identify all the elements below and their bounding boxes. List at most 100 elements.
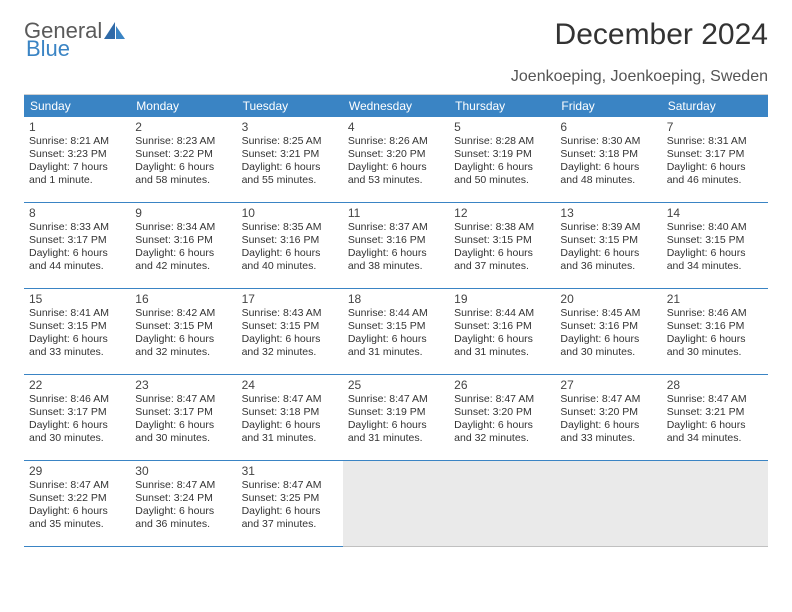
day-number: 8 — [29, 206, 125, 220]
sunset-line: Sunset: 3:22 PM — [135, 148, 231, 161]
calendar-cell: 22Sunrise: 8:46 AMSunset: 3:17 PMDayligh… — [24, 375, 130, 461]
day-number: 5 — [454, 120, 550, 134]
daylight-line: Daylight: 6 hours — [667, 419, 763, 432]
daylight-line: and 58 minutes. — [135, 174, 231, 187]
calendar-cell-empty — [662, 461, 768, 547]
day-number: 17 — [242, 292, 338, 306]
daylight-line: and 37 minutes. — [242, 518, 338, 531]
page-title: December 2024 — [555, 18, 768, 52]
daylight-line: Daylight: 6 hours — [348, 247, 444, 260]
calendar-cell: 16Sunrise: 8:42 AMSunset: 3:15 PMDayligh… — [130, 289, 236, 375]
calendar-cell: 23Sunrise: 8:47 AMSunset: 3:17 PMDayligh… — [130, 375, 236, 461]
daylight-line: and 1 minute. — [29, 174, 125, 187]
calendar-cell: 12Sunrise: 8:38 AMSunset: 3:15 PMDayligh… — [449, 203, 555, 289]
daylight-line: Daylight: 6 hours — [242, 419, 338, 432]
calendar-cell: 26Sunrise: 8:47 AMSunset: 3:20 PMDayligh… — [449, 375, 555, 461]
calendar-cell: 3Sunrise: 8:25 AMSunset: 3:21 PMDaylight… — [237, 117, 343, 203]
calendar-cell: 2Sunrise: 8:23 AMSunset: 3:22 PMDaylight… — [130, 117, 236, 203]
day-number: 31 — [242, 464, 338, 478]
day-number: 13 — [560, 206, 656, 220]
sunrise-line: Sunrise: 8:28 AM — [454, 135, 550, 148]
calendar-cell: 14Sunrise: 8:40 AMSunset: 3:15 PMDayligh… — [662, 203, 768, 289]
calendar-cell: 28Sunrise: 8:47 AMSunset: 3:21 PMDayligh… — [662, 375, 768, 461]
sunset-line: Sunset: 3:15 PM — [242, 320, 338, 333]
day-number: 11 — [348, 206, 444, 220]
day-number: 28 — [667, 378, 763, 392]
sunrise-line: Sunrise: 8:47 AM — [667, 393, 763, 406]
sunset-line: Sunset: 3:21 PM — [667, 406, 763, 419]
daylight-line: and 31 minutes. — [454, 346, 550, 359]
calendar-cell: 24Sunrise: 8:47 AMSunset: 3:18 PMDayligh… — [237, 375, 343, 461]
sunrise-line: Sunrise: 8:42 AM — [135, 307, 231, 320]
calendar-cell-empty — [449, 461, 555, 547]
daylight-line: and 35 minutes. — [29, 518, 125, 531]
day-number: 27 — [560, 378, 656, 392]
daylight-line: Daylight: 6 hours — [667, 333, 763, 346]
sunset-line: Sunset: 3:19 PM — [348, 406, 444, 419]
sunset-line: Sunset: 3:17 PM — [667, 148, 763, 161]
calendar-cell: 31Sunrise: 8:47 AMSunset: 3:25 PMDayligh… — [237, 461, 343, 547]
sunset-line: Sunset: 3:15 PM — [29, 320, 125, 333]
calendar-cell: 13Sunrise: 8:39 AMSunset: 3:15 PMDayligh… — [555, 203, 661, 289]
sunset-line: Sunset: 3:15 PM — [560, 234, 656, 247]
daylight-line: and 34 minutes. — [667, 432, 763, 445]
daylight-line: and 55 minutes. — [242, 174, 338, 187]
daylight-line: and 40 minutes. — [242, 260, 338, 273]
daylight-line: and 32 minutes. — [454, 432, 550, 445]
dow-header: Monday — [130, 95, 236, 117]
calendar-cell-empty — [555, 461, 661, 547]
sunset-line: Sunset: 3:16 PM — [454, 320, 550, 333]
daylight-line: Daylight: 6 hours — [135, 333, 231, 346]
day-number: 15 — [29, 292, 125, 306]
sunrise-line: Sunrise: 8:30 AM — [560, 135, 656, 148]
sunrise-line: Sunrise: 8:47 AM — [135, 479, 231, 492]
daylight-line: and 33 minutes. — [560, 432, 656, 445]
sunrise-line: Sunrise: 8:31 AM — [667, 135, 763, 148]
calendar-cell: 5Sunrise: 8:28 AMSunset: 3:19 PMDaylight… — [449, 117, 555, 203]
calendar-cell: 9Sunrise: 8:34 AMSunset: 3:16 PMDaylight… — [130, 203, 236, 289]
daylight-line: Daylight: 6 hours — [560, 419, 656, 432]
daylight-line: Daylight: 6 hours — [667, 161, 763, 174]
sunrise-line: Sunrise: 8:47 AM — [242, 479, 338, 492]
day-number: 4 — [348, 120, 444, 134]
daylight-line: and 46 minutes. — [667, 174, 763, 187]
sunrise-line: Sunrise: 8:38 AM — [454, 221, 550, 234]
daylight-line: Daylight: 6 hours — [560, 247, 656, 260]
calendar-cell: 4Sunrise: 8:26 AMSunset: 3:20 PMDaylight… — [343, 117, 449, 203]
calendar-cell: 10Sunrise: 8:35 AMSunset: 3:16 PMDayligh… — [237, 203, 343, 289]
dow-header: Sunday — [24, 95, 130, 117]
sunset-line: Sunset: 3:22 PM — [29, 492, 125, 505]
daylight-line: and 50 minutes. — [454, 174, 550, 187]
calendar-cell: 30Sunrise: 8:47 AMSunset: 3:24 PMDayligh… — [130, 461, 236, 547]
sunset-line: Sunset: 3:17 PM — [29, 234, 125, 247]
sunset-line: Sunset: 3:15 PM — [348, 320, 444, 333]
dow-header: Tuesday — [237, 95, 343, 117]
daylight-line: and 32 minutes. — [242, 346, 338, 359]
sunset-line: Sunset: 3:15 PM — [667, 234, 763, 247]
daylight-line: Daylight: 6 hours — [454, 333, 550, 346]
day-number: 14 — [667, 206, 763, 220]
daylight-line: and 48 minutes. — [560, 174, 656, 187]
sunset-line: Sunset: 3:21 PM — [242, 148, 338, 161]
daylight-line: and 53 minutes. — [348, 174, 444, 187]
sunrise-line: Sunrise: 8:39 AM — [560, 221, 656, 234]
daylight-line: and 42 minutes. — [135, 260, 231, 273]
daylight-line: Daylight: 6 hours — [560, 333, 656, 346]
sunrise-line: Sunrise: 8:47 AM — [29, 479, 125, 492]
day-number: 29 — [29, 464, 125, 478]
calendar-cell: 18Sunrise: 8:44 AMSunset: 3:15 PMDayligh… — [343, 289, 449, 375]
daylight-line: Daylight: 6 hours — [348, 161, 444, 174]
daylight-line: Daylight: 6 hours — [560, 161, 656, 174]
day-number: 23 — [135, 378, 231, 392]
sunset-line: Sunset: 3:20 PM — [560, 406, 656, 419]
sunrise-line: Sunrise: 8:23 AM — [135, 135, 231, 148]
calendar-cell: 17Sunrise: 8:43 AMSunset: 3:15 PMDayligh… — [237, 289, 343, 375]
logo-sail-icon — [104, 22, 126, 40]
dow-header: Saturday — [662, 95, 768, 117]
sunrise-line: Sunrise: 8:34 AM — [135, 221, 231, 234]
calendar-cell: 6Sunrise: 8:30 AMSunset: 3:18 PMDaylight… — [555, 117, 661, 203]
sunset-line: Sunset: 3:19 PM — [454, 148, 550, 161]
daylight-line: Daylight: 6 hours — [242, 247, 338, 260]
day-number: 2 — [135, 120, 231, 134]
daylight-line: and 34 minutes. — [667, 260, 763, 273]
